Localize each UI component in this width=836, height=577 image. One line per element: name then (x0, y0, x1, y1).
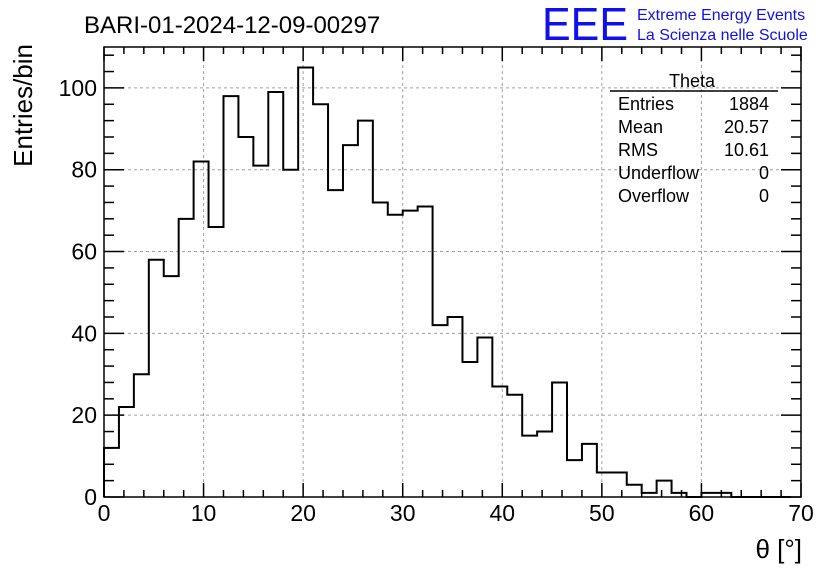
x-tick-labels: 0 10 20 30 40 50 60 70 (98, 500, 814, 526)
axis-ticks (103, 47, 802, 498)
logo-line-2: La Scienza nelle Scuole (637, 27, 808, 44)
plot-frame (103, 46, 802, 498)
x-tick-label: 60 (689, 500, 715, 526)
x-tick-label: 0 (98, 500, 111, 526)
stats-title: Theta (669, 71, 716, 91)
stats-label-entries: Entries (618, 94, 674, 114)
stats-label-underflow: Underflow (618, 163, 700, 183)
stats-label-overflow: Overflow (618, 186, 690, 206)
stats-value-rms: 10.61 (724, 140, 769, 160)
logo-line-1: Extreme Energy Events (637, 7, 805, 24)
y-tick-labels: 0 20 40 60 80 100 (59, 75, 97, 510)
y-axis-label: Entries/bin (8, 44, 38, 167)
y-tick-label: 0 (84, 484, 97, 510)
stats-value-overflow: 0 (759, 186, 769, 206)
y-tick-label: 40 (71, 320, 97, 346)
y-tick-label: 20 (71, 402, 97, 428)
y-tick-label: 100 (59, 75, 97, 101)
x-tick-label: 20 (290, 500, 316, 526)
y-tick-label: 80 (71, 157, 97, 183)
stats-box: Theta Entries 1884 Mean 20.57 RMS 10.61 … (610, 71, 778, 206)
x-tick-label: 30 (390, 500, 416, 526)
logo: EEE Extreme Energy Events La Scienza nel… (542, 0, 808, 50)
stats-value-entries: 1884 (729, 94, 769, 114)
histogram-series-theta (103, 66, 792, 498)
y-tick-label: 60 (71, 239, 97, 265)
x-axis-label: θ [°] (755, 534, 802, 564)
stats-value-underflow: 0 (759, 163, 769, 183)
stats-value-mean: 20.57 (724, 117, 769, 137)
chart-title: BARI-01-2024-12-09-00297 (84, 12, 380, 39)
x-tick-label: 50 (589, 500, 615, 526)
stats-label-rms: RMS (618, 140, 658, 160)
x-tick-label: 10 (191, 500, 217, 526)
stats-label-mean: Mean (618, 117, 663, 137)
logo-eee-mark: EEE (542, 0, 628, 50)
x-tick-label: 70 (788, 500, 814, 526)
x-tick-label: 40 (489, 500, 515, 526)
grid-lines (104, 47, 801, 497)
